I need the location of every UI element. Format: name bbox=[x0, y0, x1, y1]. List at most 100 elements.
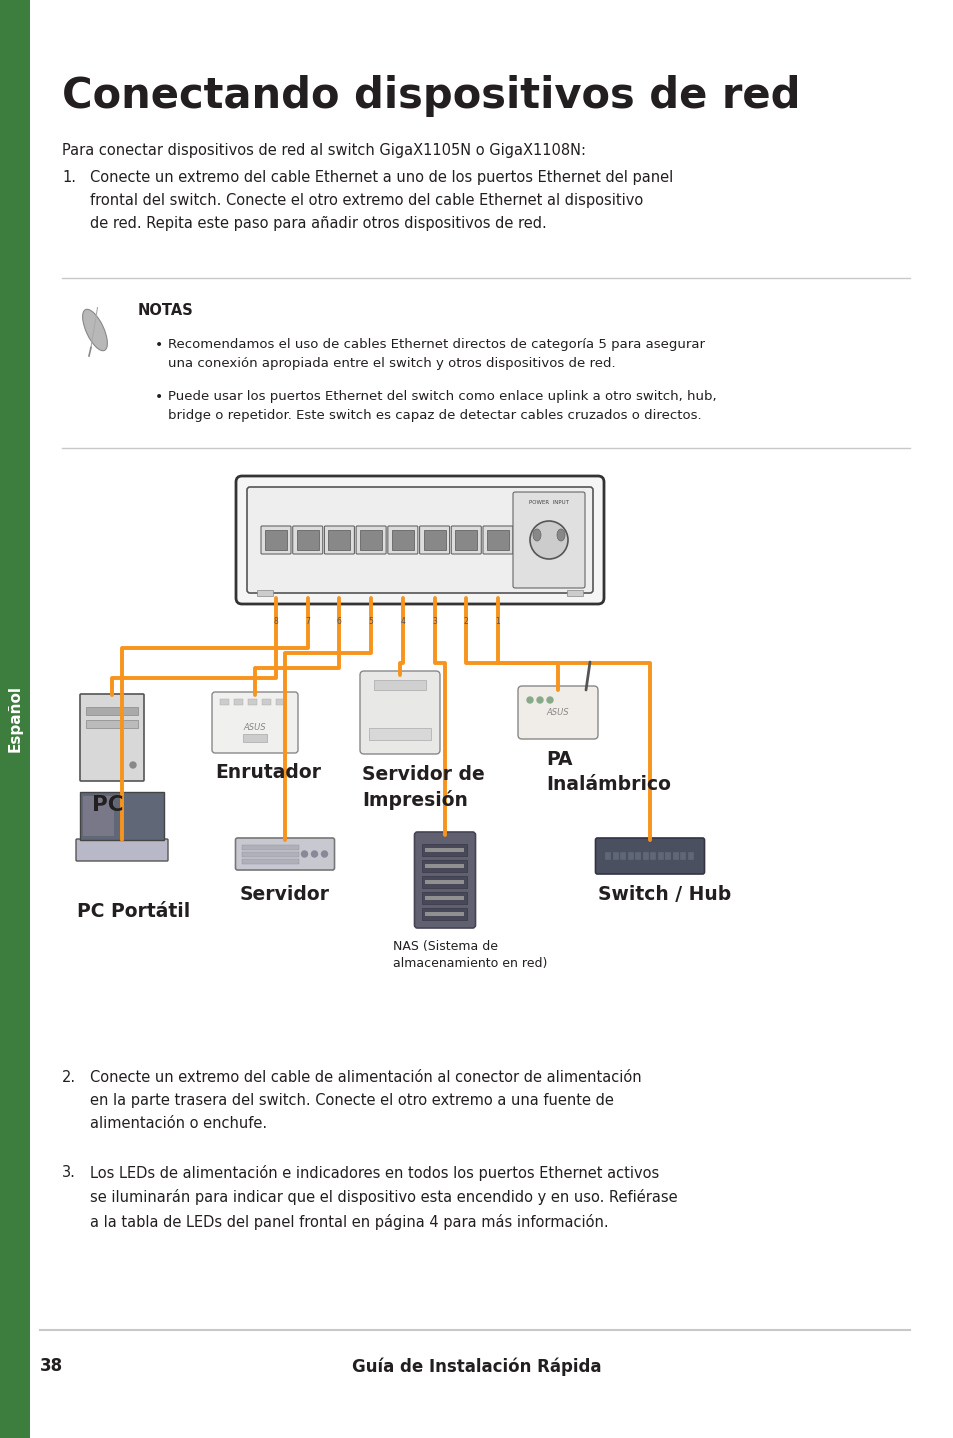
Bar bbox=[422, 907, 467, 920]
Bar bbox=[422, 860, 467, 871]
Bar bbox=[86, 720, 138, 728]
Text: •: • bbox=[154, 338, 163, 352]
Text: Los LEDs de alimentación e indicadores en todos los puertos Ethernet activos
se : Los LEDs de alimentación e indicadores e… bbox=[90, 1165, 677, 1229]
Circle shape bbox=[321, 851, 327, 857]
Bar bbox=[369, 728, 431, 741]
Bar bbox=[425, 912, 464, 916]
Text: 7: 7 bbox=[305, 617, 310, 627]
Text: 2: 2 bbox=[463, 617, 468, 627]
FancyBboxPatch shape bbox=[513, 492, 584, 588]
Text: Servidor: Servidor bbox=[240, 884, 330, 905]
Bar bbox=[256, 590, 273, 595]
Text: Servidor de
Impresión: Servidor de Impresión bbox=[361, 765, 484, 811]
Bar bbox=[566, 590, 582, 595]
FancyBboxPatch shape bbox=[595, 838, 703, 874]
Text: 1.: 1. bbox=[62, 170, 76, 186]
Text: ASUS: ASUS bbox=[243, 723, 266, 732]
Ellipse shape bbox=[530, 521, 567, 559]
FancyBboxPatch shape bbox=[212, 692, 297, 754]
Text: 5: 5 bbox=[368, 617, 374, 627]
Bar bbox=[296, 531, 318, 549]
FancyBboxPatch shape bbox=[414, 833, 475, 928]
Bar bbox=[242, 858, 299, 864]
Bar bbox=[425, 880, 464, 884]
Bar bbox=[83, 797, 114, 835]
Bar bbox=[422, 844, 467, 856]
Bar bbox=[455, 531, 476, 549]
FancyBboxPatch shape bbox=[517, 686, 598, 739]
Text: Conecte un extremo del cable Ethernet a uno de los puertos Ethernet del panel
fr: Conecte un extremo del cable Ethernet a … bbox=[90, 170, 673, 230]
Bar bbox=[650, 851, 656, 860]
FancyBboxPatch shape bbox=[482, 526, 513, 554]
Bar bbox=[86, 707, 138, 715]
Circle shape bbox=[312, 851, 317, 857]
Text: Español: Español bbox=[8, 686, 23, 752]
Ellipse shape bbox=[557, 529, 564, 541]
Text: PC: PC bbox=[91, 795, 124, 815]
Ellipse shape bbox=[83, 309, 108, 351]
Text: 4: 4 bbox=[400, 617, 405, 627]
Bar bbox=[425, 848, 464, 851]
FancyBboxPatch shape bbox=[388, 526, 417, 554]
Bar bbox=[619, 851, 626, 860]
Ellipse shape bbox=[533, 529, 540, 541]
Text: NAS (Sistema de
almacenamiento en red): NAS (Sistema de almacenamiento en red) bbox=[393, 940, 547, 971]
Text: Conecte un extremo del cable de alimentación al conector de alimentación
en la p: Conecte un extremo del cable de alimenta… bbox=[90, 1070, 641, 1130]
Text: Guía de Instalación Rápida: Guía de Instalación Rápida bbox=[352, 1357, 601, 1376]
Bar bbox=[486, 531, 509, 549]
Bar bbox=[423, 531, 445, 549]
Bar bbox=[672, 851, 679, 860]
Text: 2.: 2. bbox=[62, 1070, 76, 1086]
Bar bbox=[665, 851, 671, 860]
Bar bbox=[374, 680, 426, 690]
Text: 1: 1 bbox=[496, 617, 500, 627]
Text: 3: 3 bbox=[432, 617, 436, 627]
Bar bbox=[635, 851, 640, 860]
FancyBboxPatch shape bbox=[261, 526, 291, 554]
FancyBboxPatch shape bbox=[247, 487, 593, 592]
Bar bbox=[425, 864, 464, 869]
Circle shape bbox=[130, 762, 136, 768]
Bar bbox=[328, 531, 350, 549]
Bar bbox=[422, 876, 467, 889]
FancyBboxPatch shape bbox=[419, 526, 449, 554]
Bar bbox=[679, 851, 686, 860]
FancyBboxPatch shape bbox=[359, 672, 439, 754]
Bar bbox=[425, 896, 464, 900]
Bar bbox=[627, 851, 634, 860]
FancyBboxPatch shape bbox=[76, 838, 168, 861]
FancyBboxPatch shape bbox=[355, 526, 386, 554]
Bar bbox=[605, 851, 611, 860]
FancyBboxPatch shape bbox=[80, 695, 144, 781]
Text: Enrutador: Enrutador bbox=[214, 764, 320, 782]
Text: Puede usar los puertos Ethernet del switch como enlace uplink a otro switch, hub: Puede usar los puertos Ethernet del swit… bbox=[168, 390, 716, 421]
Circle shape bbox=[537, 697, 542, 703]
Bar bbox=[687, 851, 693, 860]
Bar bbox=[248, 699, 256, 705]
FancyBboxPatch shape bbox=[293, 526, 322, 554]
Text: 3.: 3. bbox=[62, 1165, 76, 1181]
Text: PC Portátil: PC Portátil bbox=[77, 902, 190, 920]
FancyBboxPatch shape bbox=[324, 526, 355, 554]
Bar bbox=[392, 531, 414, 549]
Text: Switch / Hub: Switch / Hub bbox=[598, 884, 731, 905]
Text: 8: 8 bbox=[274, 617, 278, 627]
Circle shape bbox=[546, 697, 553, 703]
Circle shape bbox=[301, 851, 307, 857]
Bar bbox=[220, 699, 229, 705]
Text: 6: 6 bbox=[336, 617, 341, 627]
Bar bbox=[0, 0, 30, 1438]
Bar bbox=[80, 792, 164, 840]
Bar bbox=[613, 851, 618, 860]
Bar bbox=[642, 851, 648, 860]
Text: 38: 38 bbox=[40, 1357, 63, 1375]
Bar bbox=[262, 699, 271, 705]
Bar bbox=[265, 531, 287, 549]
Text: Recomendamos el uso de cables Ethernet directos de categoría 5 para asegurar
una: Recomendamos el uso de cables Ethernet d… bbox=[168, 338, 704, 370]
Bar bbox=[275, 699, 285, 705]
Bar bbox=[360, 531, 382, 549]
Circle shape bbox=[526, 697, 533, 703]
Bar bbox=[422, 892, 467, 905]
Bar bbox=[242, 846, 299, 850]
FancyBboxPatch shape bbox=[235, 838, 335, 870]
